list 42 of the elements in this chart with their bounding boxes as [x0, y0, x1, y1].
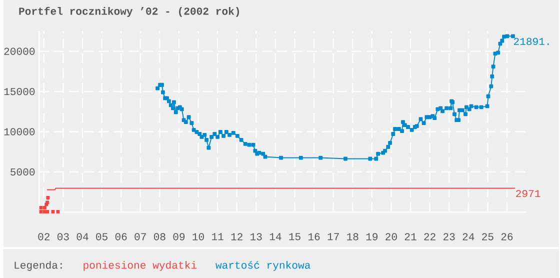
chart-title: Portfel rocznikowy ’02 - (2002 rok)	[19, 6, 239, 17]
x-tick-label: 05	[96, 233, 108, 240]
x-tick-label: 12	[231, 233, 242, 240]
x-tick-label: 02	[38, 233, 50, 240]
y-tick-label: 15000	[4, 88, 35, 96]
x-tick-label: 21	[404, 233, 416, 240]
x-tick-label: 08	[154, 233, 166, 240]
x-tick-label: 04	[76, 233, 88, 240]
text: poniesione wydatki	[84, 261, 197, 271]
text: wartość rynkowa	[216, 261, 310, 271]
x-tick-label: 22	[424, 233, 436, 240]
point	[46, 210, 50, 214]
x-tick-label: 13	[250, 233, 262, 240]
x-tick-label: 25	[482, 233, 494, 240]
x-tick-label: 10	[192, 233, 204, 240]
y-tick-label: 20000	[4, 48, 35, 56]
point	[39, 206, 43, 210]
y-tick-label: 10000	[4, 128, 35, 136]
legend-title: Legenda:	[14, 261, 62, 271]
x-tick-label: 24	[462, 233, 474, 240]
x-tick-label: 16	[308, 233, 320, 240]
x-tick-label: 15	[289, 233, 300, 240]
point	[42, 206, 46, 210]
x-tick-label: 06	[115, 233, 127, 240]
point	[56, 210, 60, 214]
x-tick-label: 26	[501, 233, 513, 240]
point	[46, 196, 50, 200]
x-tick-label: 18	[347, 233, 358, 240]
point	[39, 210, 43, 214]
y-tick-label: 5000	[10, 168, 35, 176]
x-tick-label: 09	[173, 233, 185, 240]
x-tick-label: 23	[443, 233, 455, 240]
point	[51, 210, 55, 214]
x-tick-label: 03	[57, 233, 69, 240]
x-tick-label: 20	[386, 233, 397, 240]
x-tick-label: 14	[270, 233, 282, 240]
annotation: 2971	[516, 190, 540, 198]
x-tick-label: 17	[328, 233, 339, 240]
x-tick-label: 07	[134, 233, 146, 240]
x-tick-label: 19	[366, 233, 378, 240]
x-tick-label: 11	[212, 233, 224, 240]
annotation: 21891.	[514, 38, 549, 46]
